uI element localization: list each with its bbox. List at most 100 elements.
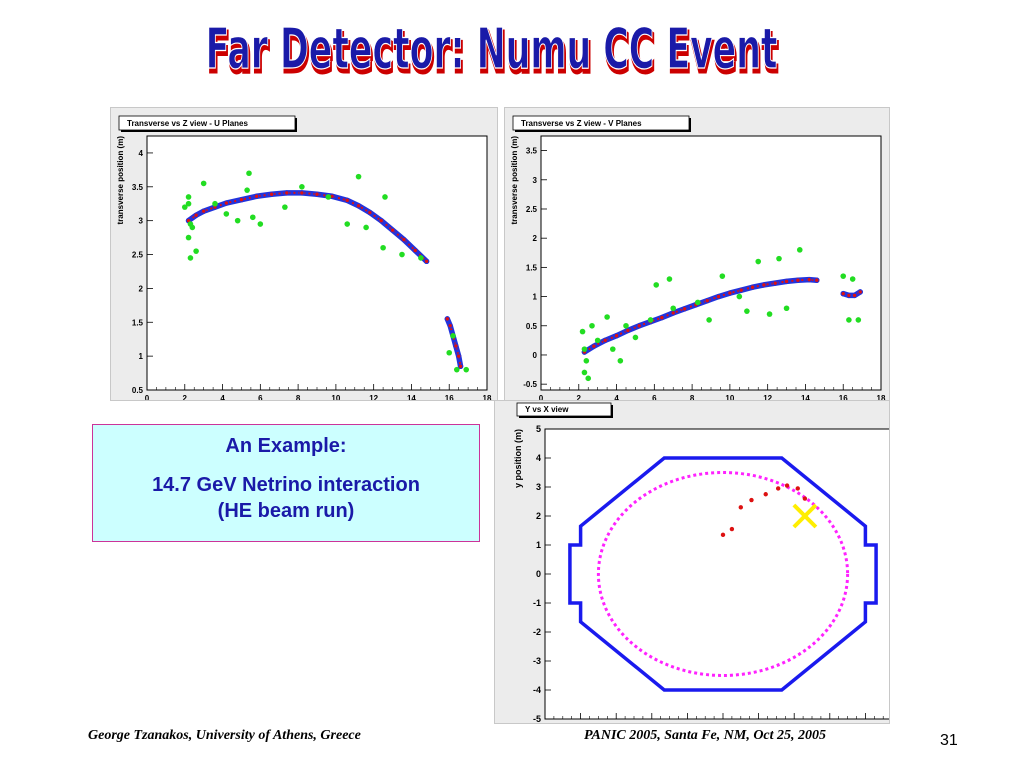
y-tick-label: 0: [533, 351, 538, 360]
title-box: [118, 115, 296, 131]
plot-frame: [544, 428, 889, 720]
isolated-hit: [666, 276, 673, 282]
x-tick-label: 2: [577, 394, 582, 400]
track-hit: [412, 247, 418, 254]
isolated-hit: [282, 204, 288, 210]
isolated-hit: [609, 346, 616, 352]
x-tick-label: 2: [183, 394, 188, 400]
track-hit: [444, 316, 451, 322]
track-hit: [772, 280, 778, 286]
isolated-hit: [200, 180, 207, 187]
track-hit: [749, 284, 756, 290]
y-tick-label: -1: [533, 598, 541, 608]
isolated-hit: [783, 305, 790, 312]
y-tick-label: 3: [536, 482, 541, 492]
y-axis-label: y position (m): [513, 429, 523, 488]
slide-title-shadow: Far Detector: Numu CC Event: [207, 20, 779, 85]
isolated-hit: [849, 276, 856, 282]
x-tick-label: 12: [763, 394, 772, 400]
track-hit: [457, 363, 464, 369]
isolated-hit: [382, 194, 388, 200]
x-tick-label: -3: [612, 722, 620, 723]
title-box: [516, 402, 612, 417]
track-hit: [659, 314, 665, 321]
track-hit: [455, 353, 462, 359]
isolated-hit: [257, 221, 264, 227]
isolated-hit: [185, 234, 192, 241]
isolated-hit: [719, 273, 726, 279]
y-tick-label: 3: [533, 176, 538, 185]
xy-hit: [763, 492, 768, 497]
isolated-hit: [418, 255, 424, 261]
y-tick-label: -0.5: [523, 380, 537, 389]
x-tick-label: -1: [683, 722, 691, 723]
x-tick-label: 0: [145, 394, 150, 400]
isolated-hit: [299, 184, 305, 190]
track-hit: [636, 323, 642, 329]
x-tick-label: 16: [839, 394, 848, 400]
x-tick-label: 2: [792, 722, 797, 723]
track-hit: [670, 310, 676, 316]
example-box: An Example: 14.7 GeV Netrino interaction…: [92, 424, 480, 542]
x-tick-label: 3: [827, 722, 832, 723]
y-tick-label: 2: [139, 284, 144, 293]
isolated-hit: [579, 328, 586, 335]
y-tick-label: 0.5: [132, 386, 144, 395]
slide-title: Far Detector: Numu CC Event Far Detector…: [0, 6, 984, 86]
x-tick-label: 16: [445, 394, 454, 400]
x-tick-label: 1: [756, 722, 761, 723]
y-tick-label: 4: [536, 453, 541, 463]
y-axis-label: transverse position (m): [510, 136, 519, 225]
isolated-hit: [187, 255, 194, 261]
track-hit: [378, 217, 384, 224]
track-hit: [238, 196, 245, 203]
isolated-hit: [344, 221, 351, 227]
vertex-marker: [792, 503, 818, 529]
xy-hit: [775, 486, 781, 491]
isolated-hit: [694, 299, 701, 306]
y-tick-label: 1: [536, 540, 541, 550]
track-hit: [453, 343, 459, 349]
isolated-hit: [234, 217, 241, 224]
track-hit: [783, 278, 790, 285]
x-tick-label: 8: [296, 394, 301, 400]
isolated-hit: [249, 214, 256, 221]
isolated-hit: [380, 244, 386, 251]
isolated-hit: [589, 322, 595, 329]
x-tick-label: 8: [690, 394, 695, 400]
isolated-hit: [223, 211, 230, 217]
track-hit: [223, 200, 230, 206]
isolated-hit: [840, 273, 847, 279]
x-tick-label: 4: [863, 722, 868, 723]
y-tick-label: 2.5: [132, 251, 144, 260]
track-hit: [284, 190, 290, 196]
isolated-hit: [706, 317, 712, 323]
track-hit: [738, 287, 744, 293]
example-line-2: (HE beam run): [217, 500, 355, 522]
isolated-hit: [755, 258, 762, 265]
track-hit: [389, 227, 396, 233]
isolated-hit: [617, 358, 624, 364]
isolated-hit: [212, 200, 218, 207]
track-hit: [200, 208, 207, 214]
isolated-hit: [363, 224, 369, 231]
y-tick-label: -5: [533, 714, 541, 723]
track-hit: [761, 282, 767, 288]
y-tick-label: -2: [533, 627, 541, 637]
footer-conference: PANIC 2005, Santa Fe, NM, Oct 25, 2005: [584, 728, 827, 743]
y-tick-label: 1.5: [132, 318, 144, 327]
x-tick-label: -4: [577, 722, 585, 723]
track-hit: [253, 193, 260, 199]
isolated-hit: [246, 170, 252, 177]
x-tick-label: 4: [614, 394, 619, 400]
isolated-hit: [653, 282, 660, 288]
isolated-hit: [846, 317, 852, 323]
isolated-hit: [193, 248, 199, 254]
isolated-hit: [463, 366, 470, 373]
isolated-hit: [647, 317, 654, 323]
track-line-blue: [840, 289, 863, 299]
isolated-hit: [736, 293, 743, 300]
y-tick-label: 2.5: [526, 205, 538, 214]
xy-hit: [738, 505, 743, 510]
